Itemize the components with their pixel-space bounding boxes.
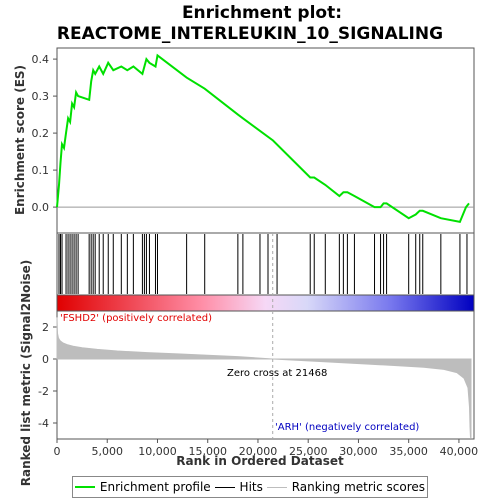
metric-y-tick-label: -4 [38, 417, 49, 430]
es-y-tick-label: 0.3 [32, 90, 50, 103]
legend-item-enrichment: Enrichment profile [74, 480, 211, 494]
x-tick-label: 40,000 [440, 445, 479, 458]
metric-panel [56, 310, 475, 440]
positive-correlation-label: 'FSHD2' (positively correlated) [60, 313, 212, 324]
hits-panel [56, 232, 475, 296]
x-tick-label: 10,000 [138, 445, 177, 458]
x-tick-label: 25,000 [289, 445, 328, 458]
zero-cross-label: Zero cross at 21468 [227, 368, 327, 379]
es-y-tick-label: 0.1 [32, 164, 50, 177]
chart-title-line2: REACTOME_INTERLEUKIN_10_SIGNALING [57, 24, 443, 44]
legend-label-hits: Hits [239, 480, 263, 494]
metric-y-tick-label: 2 [42, 321, 49, 334]
legend-swatch-hits [214, 486, 235, 488]
legend-label-ranking: Ranking metric scores [291, 480, 426, 494]
metric-y-axis-label: Ranked list metric (Signal2Noise) [19, 260, 33, 487]
legend: Enrichment profile Hits Ranking metric s… [72, 476, 428, 498]
x-axis-label: Rank in Ordered Dataset [176, 454, 344, 468]
x-tick-label: 0 [54, 445, 61, 458]
es-y-tick-label: 0.0 [32, 201, 50, 214]
x-tick-label: 35,000 [389, 445, 428, 458]
negative-correlation-label: 'ARH' (negatively correlated) [275, 422, 419, 433]
legend-item-ranking: Ranking metric scores [266, 480, 426, 494]
metric-y-tick-label: -2 [38, 385, 49, 398]
legend-swatch-enrichment [74, 486, 95, 488]
es-y-axis-label: Enrichment score (ES) [13, 65, 27, 215]
es-y-tick-label: 0.2 [32, 127, 50, 140]
chart-title-line1: Enrichment plot: [182, 3, 342, 23]
rank-color-bar [56, 294, 475, 312]
x-tick-label: 15,000 [188, 445, 227, 458]
x-tick-label: 20,000 [239, 445, 278, 458]
es-y-tick-label: 0.4 [32, 53, 50, 66]
legend-item-hits: Hits [214, 480, 263, 494]
es-panel [56, 47, 475, 234]
x-tick-label: 30,000 [339, 445, 378, 458]
metric-y-tick-label: 0 [42, 353, 49, 366]
legend-swatch-ranking [266, 486, 287, 488]
enrichment-profile-line [56, 53, 470, 224]
legend-label-enrichment: Enrichment profile [99, 480, 211, 494]
x-tick-label: 5,000 [91, 445, 123, 458]
